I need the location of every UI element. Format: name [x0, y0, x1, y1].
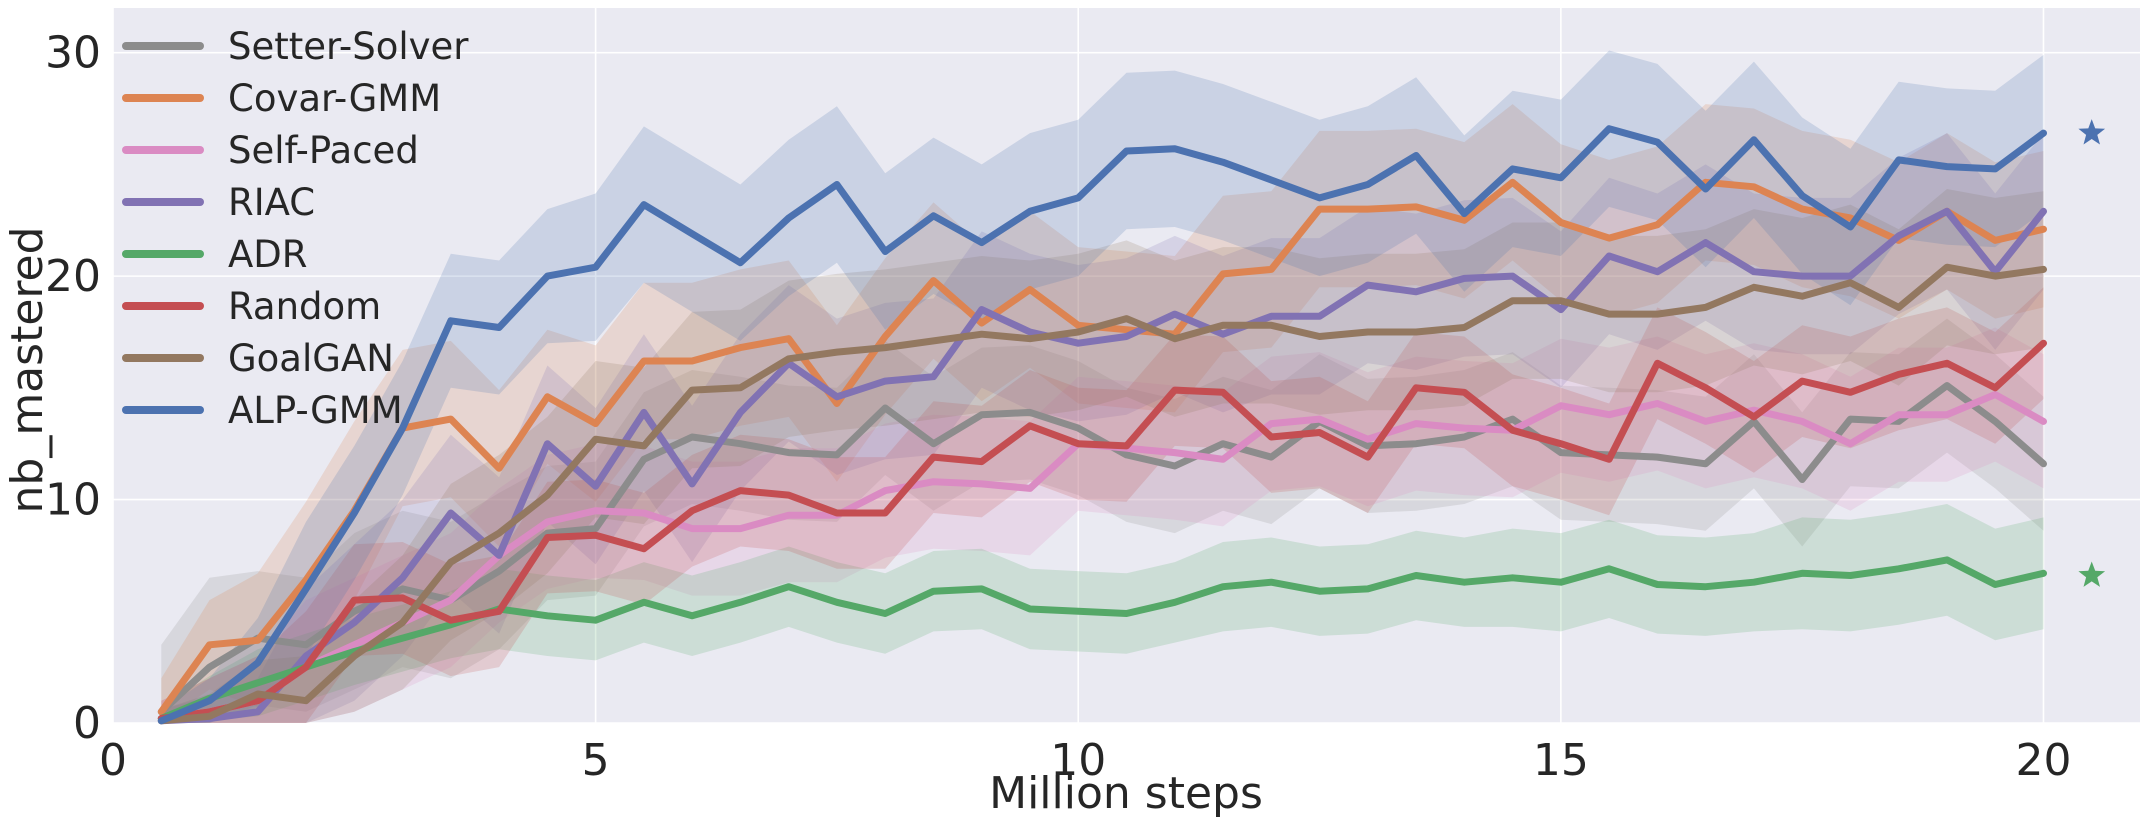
star-markers: [2078, 119, 2106, 587]
y-tick-label: 20: [45, 251, 101, 302]
series-line-alp-gmm: [157, 125, 2047, 725]
legend-label-adr: ADR: [228, 233, 308, 276]
band-goalgan: [161, 189, 2044, 723]
band-random: [161, 287, 2044, 723]
legend-label-riac: RIAC: [228, 181, 315, 224]
band-riac: [161, 133, 2044, 724]
legend-label-goalgan: GoalGAN: [228, 337, 394, 380]
band-covar-gmm: [161, 104, 2044, 724]
band-self-paced: [161, 327, 2044, 723]
x-tick-labels: 0 5 10 15 20: [99, 735, 2071, 786]
y-tick-label: 10: [45, 475, 101, 526]
legend-label-covar-gmm: Covar-GMM: [228, 77, 441, 120]
y-tick-label: 30: [45, 28, 101, 79]
x-tick-label: 5: [582, 735, 610, 786]
y-axis-label: nb_mastered: [2, 226, 53, 513]
x-tick-label: 0: [99, 735, 127, 786]
x-tick-label: 10: [1050, 735, 1106, 786]
series-line-riac: [157, 207, 2047, 725]
series-lines: [157, 125, 2047, 725]
grid-lines: [112, 8, 2140, 724]
star-marker: [2078, 561, 2106, 587]
legend: Setter-Solver Covar-GMM Self-Paced RIAC ADR R…: [122, 25, 469, 432]
legend-label-self-paced: Self-Paced: [228, 129, 419, 172]
x-tick-label: 20: [2015, 735, 2071, 786]
legend-label-random: Random: [228, 285, 381, 328]
band-setter-solver: [161, 318, 2044, 723]
x-axis-label: Million steps: [989, 768, 1263, 819]
series-line-goalgan: [157, 263, 2047, 725]
y-tick-labels: 0 10 20 30: [45, 28, 101, 749]
star-marker: [2078, 119, 2106, 145]
legend-label-alp-gmm: ALP-GMM: [228, 389, 403, 432]
y-tick-label: 0: [73, 698, 101, 749]
x-tick-label: 15: [1533, 735, 1589, 786]
series-line-random: [157, 339, 2047, 722]
legend-label-setter-solver: Setter-Solver: [228, 25, 469, 68]
